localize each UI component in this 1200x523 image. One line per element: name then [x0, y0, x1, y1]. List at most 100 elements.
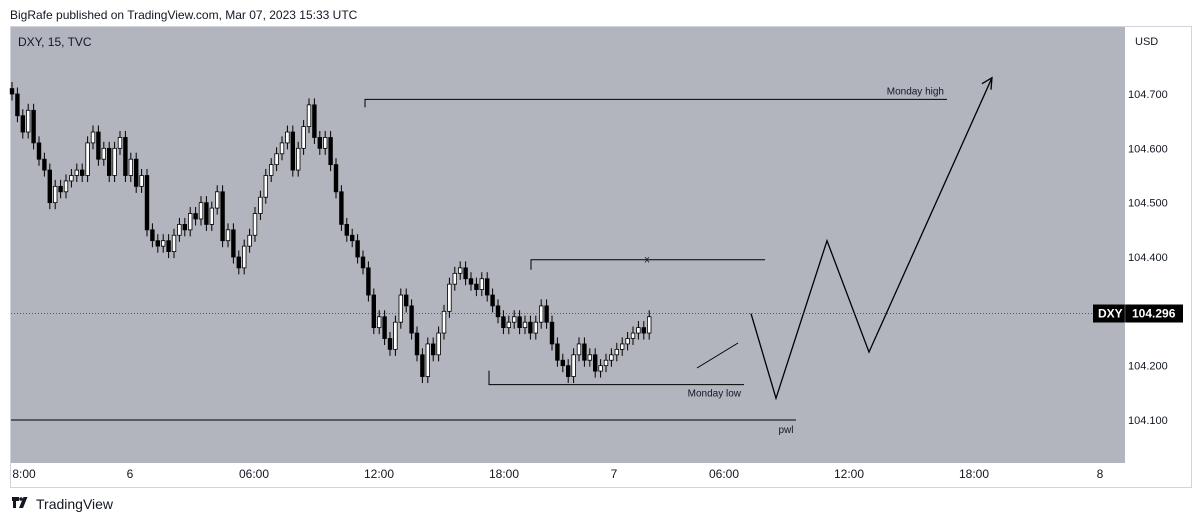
candle-body	[258, 196, 263, 214]
candle-body	[371, 294, 376, 329]
candle-body	[501, 316, 506, 329]
candle-body	[474, 283, 479, 290]
projection-arrowhead	[981, 76, 993, 90]
x-tick-label: 12:00	[834, 467, 864, 481]
x-tick-label: 6	[127, 467, 134, 481]
candle-body	[387, 338, 393, 350]
candle-body	[328, 137, 333, 166]
candle-body	[457, 267, 463, 274]
candle-body	[36, 142, 42, 160]
candle-body	[117, 137, 123, 149]
candle-body	[620, 343, 625, 350]
candle-body	[452, 272, 457, 285]
x-tick-label: 18:00	[489, 467, 519, 481]
candle-body	[414, 332, 420, 356]
x-level-line	[530, 259, 765, 270]
y-tick-label: 104.700	[1128, 89, 1168, 101]
current-price-symbol: DXY	[1098, 307, 1123, 321]
candle-body	[420, 354, 425, 377]
candle-body	[339, 191, 344, 225]
candle-body	[25, 109, 31, 133]
candle-body	[252, 213, 258, 236]
candle-body	[58, 185, 63, 193]
candle-body	[139, 175, 144, 187]
candle-body	[171, 234, 177, 252]
candle-body	[274, 153, 279, 166]
candle-body	[366, 267, 371, 296]
candle-body	[630, 332, 636, 339]
candle-body	[463, 267, 468, 280]
candle-body	[193, 213, 198, 220]
x-tick-label: 8:00	[12, 467, 36, 481]
candle-body	[533, 321, 538, 334]
symbol-info: DXY, 15, TVC	[18, 35, 92, 49]
candle-body	[15, 93, 20, 117]
candle-body	[582, 343, 587, 361]
candle-body	[322, 137, 328, 149]
candle-body	[641, 327, 646, 334]
y-tick-label: 104.500	[1128, 198, 1168, 210]
candle-body	[236, 256, 241, 269]
candle-body	[430, 343, 436, 356]
plot-area[interactable]	[11, 27, 1125, 463]
candle-body	[512, 316, 517, 323]
monday-low-line	[488, 370, 744, 386]
x-tick-label: 18:00	[959, 467, 989, 481]
monday-high-line	[364, 98, 947, 108]
candle-body	[576, 343, 582, 356]
candle-body	[187, 213, 193, 231]
candle-body	[468, 278, 474, 285]
candle-body	[539, 305, 544, 323]
candle-body	[447, 283, 452, 312]
footer-brand: TradingView	[36, 496, 114, 512]
candle-body	[355, 240, 360, 258]
candle-body	[647, 316, 652, 334]
candle-body	[85, 142, 90, 176]
candle-body	[571, 354, 576, 377]
candle-body	[128, 158, 133, 176]
candle-body	[112, 147, 117, 176]
candle-body	[360, 256, 366, 269]
candle-body	[306, 104, 312, 128]
y-tick-label: 104.200	[1128, 361, 1168, 373]
candle-body	[204, 202, 209, 225]
candle-body	[166, 240, 171, 252]
x-tick-label: 06:00	[709, 467, 739, 481]
footer: TradingView	[10, 496, 113, 512]
candle-body	[495, 305, 501, 318]
candle-body	[231, 229, 236, 258]
candle-body	[263, 175, 268, 198]
x-tick-label: 7	[611, 467, 618, 481]
candle-body	[566, 365, 571, 377]
candle-body	[285, 131, 290, 144]
candle-body	[614, 348, 619, 356]
candle-body	[598, 365, 603, 372]
candle-body	[42, 158, 47, 171]
candle-body	[90, 131, 96, 144]
current-price-value: 104.296	[1132, 307, 1176, 321]
y-tick-label: 104.600	[1128, 143, 1168, 155]
candle-body	[31, 109, 36, 144]
candle-body	[349, 234, 355, 242]
candle-body	[403, 294, 409, 307]
candle-body	[290, 131, 295, 171]
candle-body	[625, 338, 630, 345]
candle-body	[517, 316, 522, 329]
candle-body	[393, 321, 398, 350]
trend-line	[696, 342, 739, 369]
x-tick-label: 06:00	[239, 467, 269, 481]
projection-path	[750, 77, 993, 401]
candle-body	[425, 343, 430, 377]
candle-body	[268, 164, 274, 176]
candle-body	[80, 169, 85, 176]
candle-body	[544, 305, 549, 323]
candle-body	[123, 137, 128, 176]
candle-body	[279, 142, 285, 155]
y-tick-label: 104.100	[1128, 415, 1168, 427]
candle-body	[69, 175, 74, 182]
candle-body	[344, 223, 349, 236]
candle-body	[177, 223, 182, 236]
candle-body	[609, 354, 614, 361]
candle-body	[382, 316, 387, 339]
